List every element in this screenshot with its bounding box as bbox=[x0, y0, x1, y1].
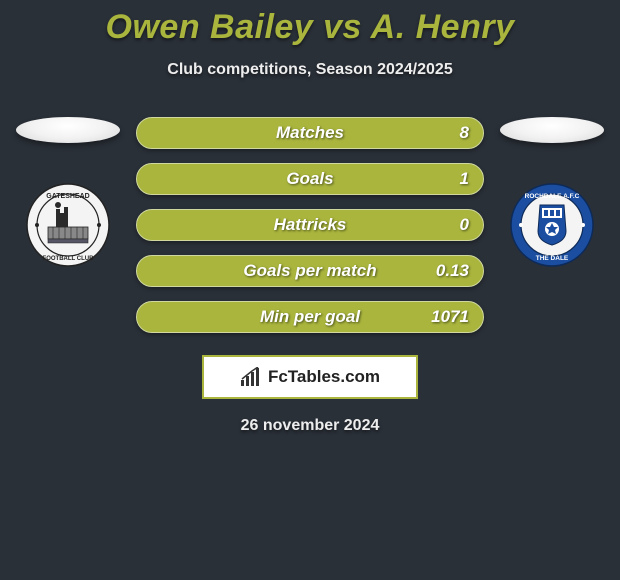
chart-icon bbox=[240, 367, 262, 387]
brand-link[interactable]: FcTables.com bbox=[202, 355, 418, 399]
stat-value: 0.13 bbox=[436, 261, 469, 281]
stat-value: 0 bbox=[460, 215, 469, 235]
stats-list: Matches 8 Goals 1 Hattricks 0 Goals per … bbox=[128, 117, 492, 333]
svg-text:GATESHEAD: GATESHEAD bbox=[46, 193, 89, 200]
brand-text: FcTables.com bbox=[268, 367, 380, 387]
stat-bar-goals-per-match: Goals per match 0.13 bbox=[136, 255, 484, 287]
player-silhouette-left bbox=[16, 117, 120, 143]
stat-label: Goals bbox=[137, 169, 483, 189]
page-title: Owen Bailey vs A. Henry bbox=[0, 8, 620, 47]
stat-label: Goals per match bbox=[137, 261, 483, 281]
stat-value: 1 bbox=[460, 169, 469, 189]
left-side: GATESHEAD FOOTBALL CLUB bbox=[8, 117, 128, 267]
main-row: GATESHEAD FOOTBALL CLUB bbox=[0, 117, 620, 333]
stat-bar-matches: Matches 8 bbox=[136, 117, 484, 149]
stat-bar-goals: Goals 1 bbox=[136, 163, 484, 195]
stat-label: Hattricks bbox=[137, 215, 483, 235]
player-silhouette-right bbox=[500, 117, 604, 143]
date-text: 26 november 2024 bbox=[0, 417, 620, 435]
right-side: ROCHDALE A.F.C THE DALE bbox=[492, 117, 612, 267]
stat-label: Matches bbox=[137, 123, 483, 143]
gateshead-crest-icon: GATESHEAD FOOTBALL CLUB bbox=[26, 183, 110, 267]
stat-bar-hattricks: Hattricks 0 bbox=[136, 209, 484, 241]
stat-value: 1071 bbox=[431, 307, 469, 327]
svg-text:FOOTBALL CLUB: FOOTBALL CLUB bbox=[43, 256, 95, 262]
stat-value: 8 bbox=[460, 123, 469, 143]
svg-text:ROCHDALE A.F.C: ROCHDALE A.F.C bbox=[525, 193, 580, 200]
svg-text:THE DALE: THE DALE bbox=[536, 255, 569, 262]
stat-bar-min-per-goal: Min per goal 1071 bbox=[136, 301, 484, 333]
rochdale-crest-icon: ROCHDALE A.F.C THE DALE bbox=[510, 183, 594, 267]
comparison-card: Owen Bailey vs A. Henry Club competition… bbox=[0, 0, 620, 435]
subtitle: Club competitions, Season 2024/2025 bbox=[0, 61, 620, 79]
